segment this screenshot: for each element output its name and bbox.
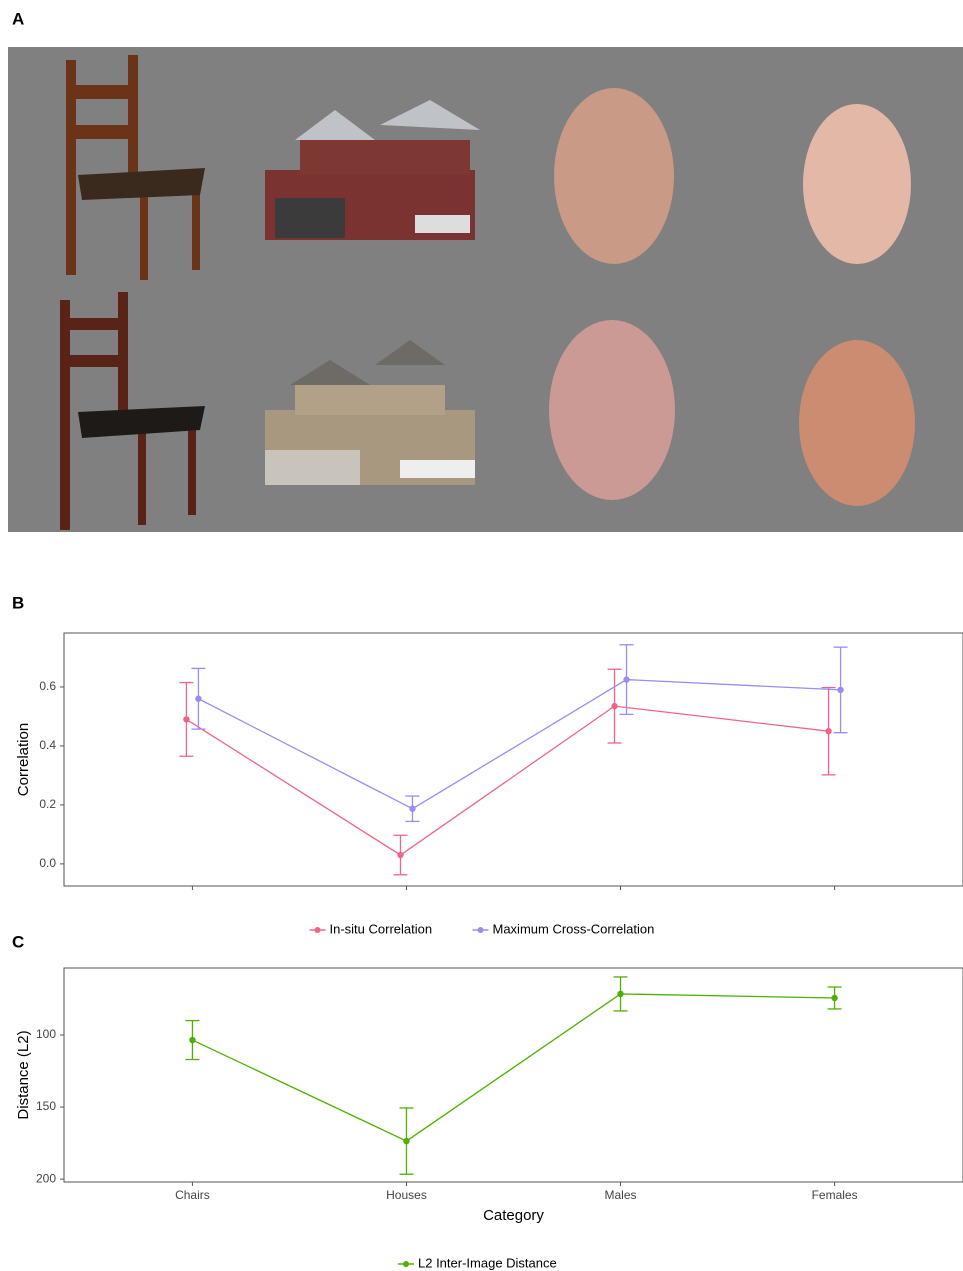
x-tick-label: Chairs	[175, 1188, 210, 1202]
legend-swatch-point	[314, 927, 321, 933]
point	[397, 851, 404, 859]
panel-label: B	[12, 593, 24, 612]
x-tick-label: Females	[812, 1188, 858, 1202]
y-tick-label: 0.6	[39, 679, 56, 693]
point	[409, 805, 416, 812]
y-axis-title: Correlation	[15, 723, 32, 796]
point	[831, 994, 838, 1002]
panel-label: C	[12, 932, 24, 951]
point	[403, 1137, 410, 1145]
y-axis-title: Distance (L2)	[15, 1030, 32, 1119]
x-tick-label: Houses	[386, 1188, 427, 1202]
legend-label: Maximum Cross-Correlation	[493, 921, 655, 936]
point	[837, 686, 844, 694]
y-tick-label: 150	[36, 1099, 56, 1113]
legend-label: L2 Inter-Image Distance	[418, 1255, 557, 1270]
point	[611, 702, 618, 710]
series-line	[198, 678, 841, 810]
y-tick-label: 0.2	[39, 797, 56, 811]
stimulus-panel	[8, 47, 963, 532]
panel-label: A	[12, 9, 24, 28]
legend-label: In-situ Correlation	[330, 921, 433, 936]
x-axis-title: Category	[483, 1207, 544, 1224]
point	[825, 727, 832, 735]
point	[623, 676, 630, 683]
x-tick-label: Males	[605, 1188, 637, 1202]
series-line	[186, 705, 829, 856]
legend-swatch-point	[403, 1261, 409, 1267]
plot-frame	[63, 632, 963, 887]
y-tick-label: 200	[36, 1171, 56, 1185]
plot-frame	[63, 967, 963, 1183]
y-tick-label: 0.0	[39, 856, 56, 870]
point	[195, 695, 202, 702]
legend-swatch-point	[477, 927, 484, 933]
point	[617, 990, 624, 998]
point	[189, 1036, 196, 1044]
point	[183, 716, 190, 723]
series-line	[192, 993, 835, 1142]
y-tick-label: 100	[36, 1027, 56, 1041]
y-tick-label: 0.4	[39, 738, 56, 752]
